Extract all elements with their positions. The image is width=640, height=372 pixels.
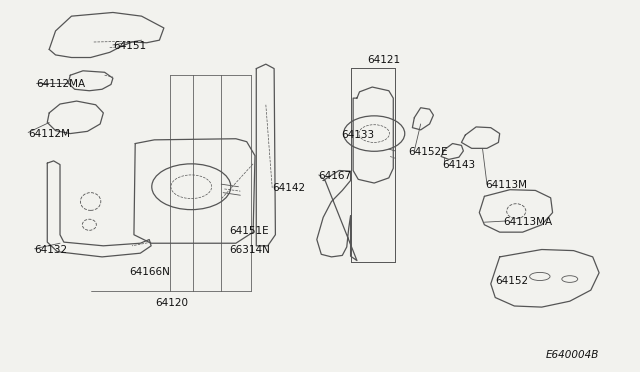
Text: E640004B: E640004B — [546, 350, 599, 360]
Text: 64167: 64167 — [319, 171, 352, 181]
Text: 64120: 64120 — [156, 298, 189, 308]
Text: 64112M: 64112M — [28, 129, 70, 139]
Text: 64113MA: 64113MA — [504, 217, 553, 227]
Text: 66314N: 66314N — [230, 244, 270, 254]
Text: 64112MA: 64112MA — [36, 80, 86, 89]
Text: 64113M: 64113M — [486, 180, 527, 190]
Text: 64132: 64132 — [35, 244, 68, 254]
Text: 64152: 64152 — [495, 276, 529, 286]
Text: 64151E: 64151E — [230, 226, 269, 236]
Text: 64121: 64121 — [367, 55, 400, 65]
Text: 64166N: 64166N — [129, 267, 170, 277]
Text: 64151: 64151 — [113, 41, 146, 51]
Text: 64152E: 64152E — [408, 147, 447, 157]
Text: 64143: 64143 — [442, 160, 476, 170]
Text: 64142: 64142 — [272, 183, 305, 193]
Text: 64133: 64133 — [341, 130, 374, 140]
